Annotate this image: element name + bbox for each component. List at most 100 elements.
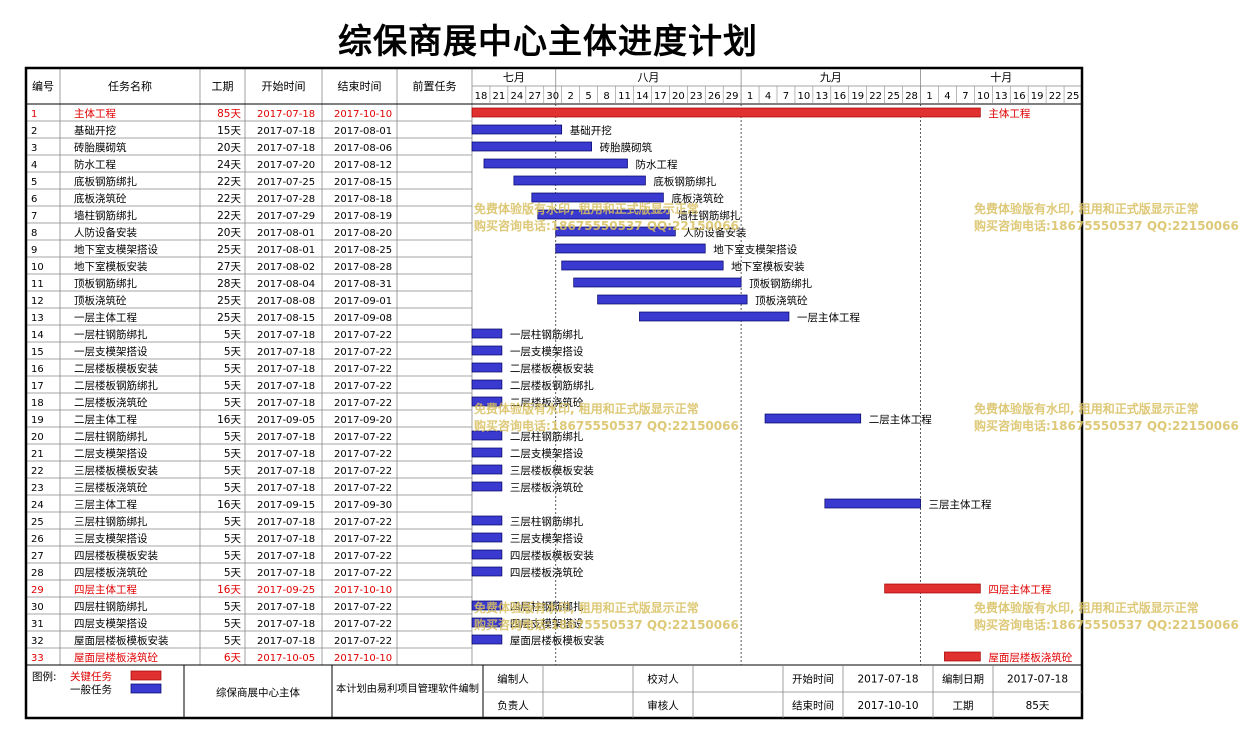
task-bar-label: 三层楼板模板安装: [510, 464, 594, 477]
legend-prefix: 图例:: [32, 670, 57, 683]
day-tick-label: 8: [603, 91, 609, 102]
watermark-line1: 免费体验版有水印, 租用和正式版显示正常: [474, 401, 699, 416]
task-end: 2017-07-22: [334, 364, 392, 375]
day-tick-label: 5: [585, 91, 591, 102]
task-end: 2017-08-12: [334, 160, 392, 171]
task-duration: 22天: [217, 210, 241, 222]
task-id: 13: [31, 313, 44, 324]
task-bar: [471, 345, 503, 356]
task-bar: [555, 226, 676, 237]
duration-value: 85天: [1026, 700, 1050, 712]
task-end: 2017-07-22: [334, 398, 392, 409]
task-duration: 5天: [224, 533, 242, 545]
task-id: 31: [31, 619, 44, 630]
day-tick-label: 10: [798, 91, 811, 102]
task-duration: 5天: [224, 601, 242, 613]
task-start: 2017-08-01: [257, 245, 315, 256]
day-tick-label: 14: [636, 91, 649, 102]
task-bar: [824, 498, 921, 509]
day-tick-label: 17: [654, 91, 667, 102]
task-id: 21: [31, 449, 44, 460]
watermark-line1: 免费体验版有水印, 租用和正式版显示正常: [474, 201, 699, 216]
task-end: 2017-07-22: [334, 602, 392, 613]
task-start: 2017-09-25: [257, 585, 315, 596]
task-name: 顶板浇筑砼: [74, 294, 127, 307]
task-bar: [471, 600, 503, 611]
day-tick-label: 20: [672, 91, 685, 102]
checker-label: 校对人: [647, 673, 679, 686]
watermark-line2: 购买咨询电话:18675550537 QQ:22150066: [474, 418, 739, 433]
task-name: 二层柱钢筋绑扎: [74, 430, 148, 443]
task-name: 三层支模架搭设: [74, 532, 148, 545]
task-duration: 22天: [217, 176, 241, 188]
day-tick-label: 28: [905, 91, 918, 102]
day-tick-label: 13: [995, 91, 1008, 102]
task-start: 2017-07-28: [257, 194, 315, 205]
task-id: 33: [31, 653, 44, 664]
day-tick-label: 22: [869, 91, 882, 102]
task-id: 23: [31, 483, 44, 494]
task-end: 2017-10-10: [334, 653, 392, 664]
task-start: 2017-10-05: [257, 653, 315, 664]
task-start: 2017-07-18: [257, 636, 315, 647]
task-start: 2017-07-18: [257, 534, 315, 545]
date-label: 编制日期: [942, 673, 984, 686]
task-start: 2017-07-18: [257, 551, 315, 562]
task-bar-label: 四层主体工程: [988, 584, 1051, 596]
task-end: 2017-10-10: [334, 585, 392, 596]
task-end: 2017-07-22: [334, 432, 392, 443]
task-start: 2017-07-18: [257, 568, 315, 579]
task-bar: [573, 277, 742, 288]
month-label: 九月: [820, 71, 842, 84]
task-end: 2017-07-22: [334, 517, 392, 528]
task-bar: [471, 430, 503, 441]
task-bar-label: 顶板钢筋绑扎: [749, 277, 812, 290]
task-bar: [471, 532, 503, 543]
task-end: 2017-07-22: [334, 534, 392, 545]
task-duration: 5天: [224, 329, 242, 341]
task-duration: 16天: [217, 584, 241, 596]
task-name: 二层楼板模板安装: [74, 362, 158, 375]
legend-normal-swatch: [130, 683, 162, 694]
column-header: 任务名称: [108, 79, 152, 93]
task-bar: [471, 328, 503, 339]
task-end: 2017-09-20: [334, 415, 392, 426]
task-duration: 5天: [224, 431, 242, 443]
duration-label: 工期: [953, 700, 974, 712]
task-id: 4: [31, 160, 37, 171]
column-header: 编号: [32, 79, 54, 93]
task-bar-label: 底板浇筑砼: [671, 192, 724, 205]
watermark-line2: 购买咨询电话:18675550537 QQ:22150066: [974, 218, 1239, 233]
task-id: 14: [31, 330, 44, 341]
task-end: 2017-08-25: [334, 245, 392, 256]
software-note: 本计划由易利项目管理软件编制: [336, 682, 479, 695]
month-label: 十月: [990, 70, 1012, 84]
task-end: 2017-07-22: [334, 347, 392, 358]
task-bar-label: 四层楼板模板安装: [510, 549, 594, 562]
task-name: 防水工程: [74, 158, 116, 171]
task-bar: [471, 379, 503, 390]
watermark-line1: 免费体验版有水印, 租用和正式版显示正常: [974, 401, 1199, 416]
task-duration: 24天: [217, 159, 241, 171]
task-start: 2017-09-15: [257, 500, 315, 511]
task-id: 17: [31, 381, 44, 392]
task-bar-label: 一层支模架搭设: [510, 345, 584, 358]
task-end: 2017-09-08: [334, 313, 392, 324]
task-name: 一层支模架搭设: [74, 345, 148, 358]
task-id: 18: [31, 398, 44, 409]
task-name: 二层楼板浇筑砼: [74, 396, 148, 409]
task-start: 2017-07-18: [257, 483, 315, 494]
task-name: 一层主体工程: [74, 312, 137, 324]
day-tick-label: 10: [977, 91, 990, 102]
task-bar: [513, 175, 646, 186]
task-start: 2017-07-18: [257, 143, 315, 154]
task-bar-label: 四层柱钢筋绑扎: [510, 600, 584, 613]
task-end: 2017-10-10: [334, 109, 392, 120]
watermark-line2: 购买咨询电话:18675550537 QQ:22150066: [974, 418, 1239, 433]
task-start: 2017-07-18: [257, 398, 315, 409]
task-bar-label: 三层楼板浇筑砼: [510, 481, 584, 494]
task-start: 2017-07-18: [257, 449, 315, 460]
task-start: 2017-07-18: [257, 109, 315, 120]
responsible-label: 负责人: [497, 699, 529, 712]
task-duration: 25天: [217, 295, 241, 307]
